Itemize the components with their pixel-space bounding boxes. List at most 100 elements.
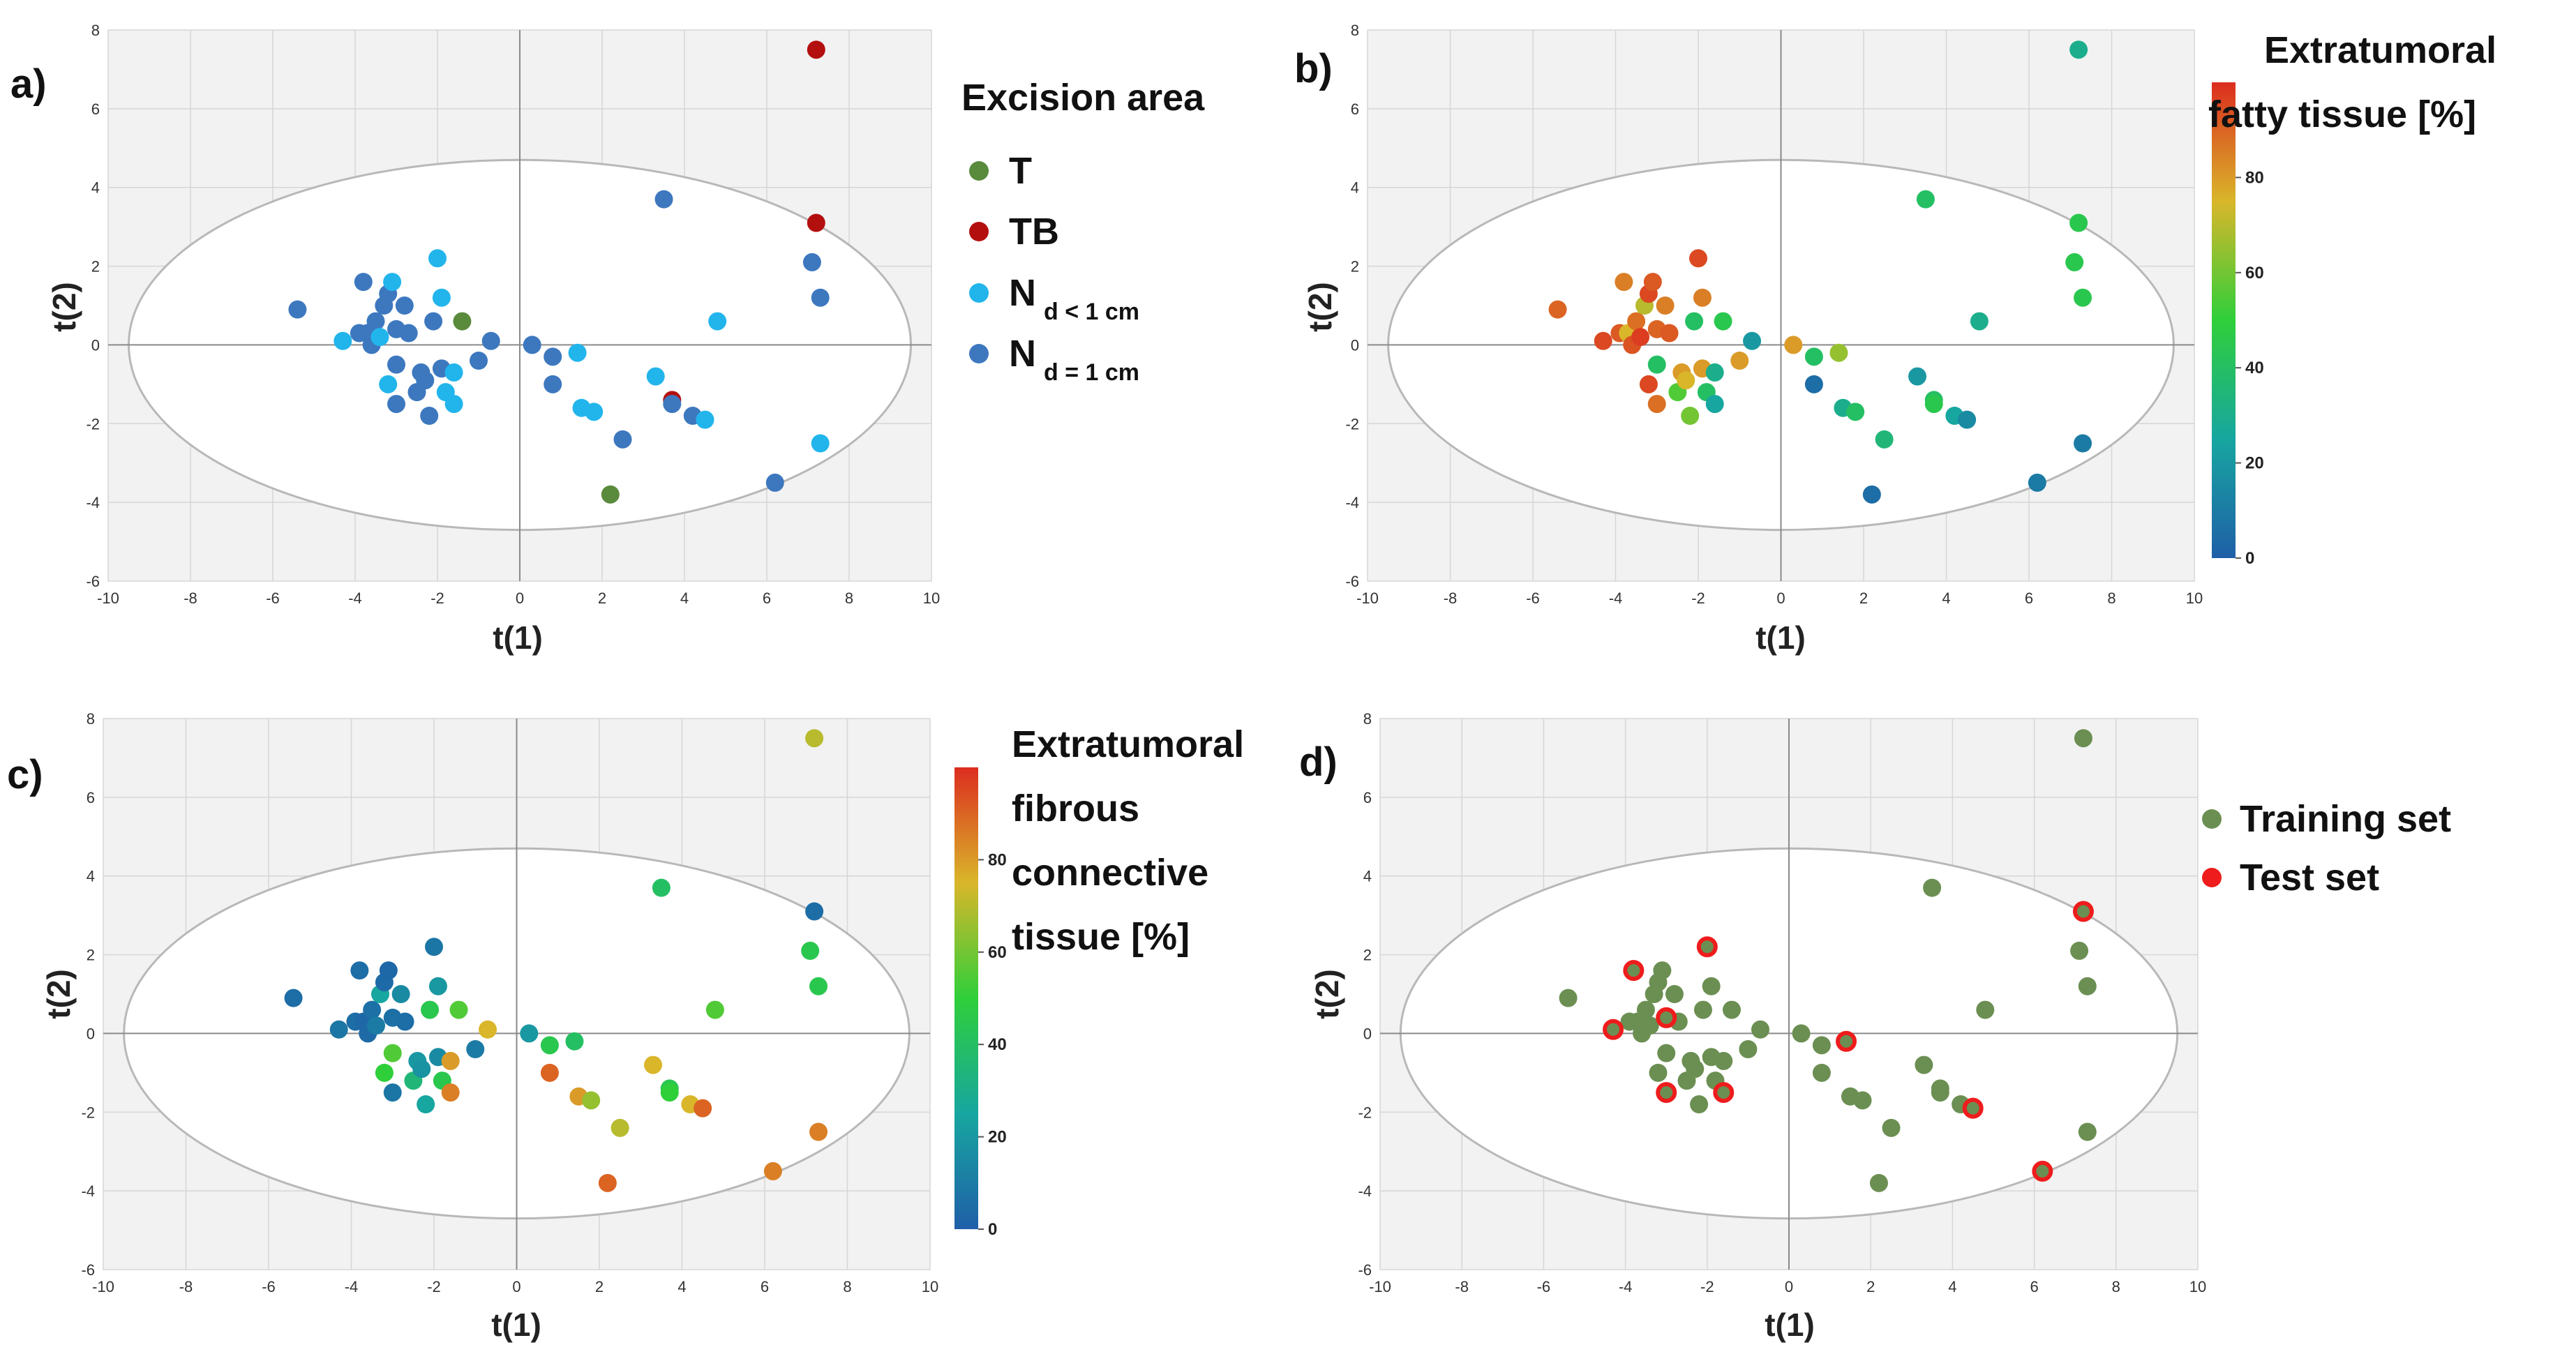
colorbar-tick-label: 60 bbox=[2245, 264, 2264, 283]
data-point bbox=[1627, 312, 1646, 331]
data-point bbox=[1853, 1091, 1872, 1110]
x-tick-label: -2 bbox=[430, 589, 444, 607]
data-point bbox=[383, 1044, 402, 1062]
y-tick-label: 4 bbox=[91, 179, 100, 197]
x-tick-label: -10 bbox=[92, 1278, 114, 1295]
y-tick-label: -2 bbox=[86, 415, 100, 433]
data-point bbox=[1743, 331, 1762, 350]
colorbar-tick-label: 80 bbox=[2245, 168, 2264, 187]
data-point bbox=[1829, 343, 1848, 362]
panel-1: -10 -8 -6 -4 -2 0 2 4 6 8 10 -6 -4 -2 0 2 4 6 8 t(1) t(2) a) E… bbox=[10, 22, 1205, 656]
data-point bbox=[601, 485, 620, 504]
y-tick-label: 8 bbox=[91, 22, 100, 39]
data-point bbox=[2069, 213, 2088, 232]
colorbar bbox=[954, 767, 978, 1229]
x-tick-label: 10 bbox=[2189, 1278, 2206, 1295]
legend-marker bbox=[2202, 809, 2222, 829]
data-point bbox=[1594, 331, 1612, 350]
y-tick-label: -4 bbox=[1358, 1182, 1372, 1200]
data-point bbox=[654, 190, 673, 209]
data-point bbox=[1869, 1173, 1888, 1192]
x-tick-label: -2 bbox=[1700, 1278, 1714, 1295]
y-tick-label: -2 bbox=[1358, 1104, 1372, 1121]
y-tick-label: 6 bbox=[1351, 100, 1359, 118]
data-point bbox=[801, 941, 820, 960]
data-point bbox=[441, 1051, 460, 1070]
data-point bbox=[2072, 901, 2094, 922]
data-point bbox=[544, 375, 562, 393]
data-point bbox=[1915, 1055, 1933, 1074]
data-points bbox=[1559, 729, 2097, 1192]
data-point bbox=[466, 1040, 485, 1058]
data-point bbox=[1693, 1000, 1712, 1019]
x-tick-label: -4 bbox=[345, 1278, 359, 1295]
data-point bbox=[366, 312, 385, 331]
data-point bbox=[582, 1091, 601, 1110]
x-tick-label: 4 bbox=[1942, 589, 1950, 607]
data-point bbox=[2078, 1122, 2097, 1141]
y-tick-label: 2 bbox=[91, 258, 100, 276]
data-point bbox=[1603, 1019, 1624, 1040]
data-point bbox=[370, 328, 389, 347]
data-point bbox=[613, 430, 632, 449]
data-point bbox=[1804, 347, 1823, 366]
y-tick-label: 0 bbox=[87, 1025, 95, 1042]
x-tick-label: 2 bbox=[1866, 1278, 1875, 1295]
data-point bbox=[350, 961, 369, 980]
data-point bbox=[420, 407, 439, 425]
data-point bbox=[2070, 941, 2089, 960]
data-points bbox=[1548, 40, 2092, 504]
x-tick-label: -8 bbox=[184, 589, 197, 607]
y-tick-label: -6 bbox=[1345, 573, 1359, 590]
x-tick-label: -6 bbox=[1526, 589, 1540, 607]
data-point bbox=[1647, 355, 1666, 374]
data-point bbox=[1924, 395, 1943, 414]
panel-2: -10 -8 -6 -4 -2 0 2 4 6 8 10 -6 -4 -2 0 2 4 6 8 t(1) t(2) b) 0… bbox=[1294, 22, 2496, 656]
data-point bbox=[1686, 1060, 1705, 1078]
y-tick-label: 4 bbox=[87, 868, 95, 885]
x-axis-label: t(1) bbox=[1765, 1307, 1815, 1343]
y-tick-label: 6 bbox=[91, 100, 100, 118]
data-point bbox=[379, 375, 398, 393]
legend-marker bbox=[969, 283, 989, 303]
data-point bbox=[1804, 375, 1823, 393]
x-tick-label: 8 bbox=[845, 589, 853, 607]
data-point bbox=[1931, 1083, 1949, 1102]
y-tick-label: -6 bbox=[86, 573, 100, 590]
data-point bbox=[1705, 363, 1724, 382]
data-point bbox=[395, 296, 414, 315]
data-point bbox=[334, 331, 352, 350]
data-point bbox=[2069, 40, 2088, 59]
y-tick-label: 8 bbox=[87, 710, 95, 728]
data-point bbox=[396, 1012, 414, 1031]
data-point bbox=[1623, 960, 1645, 982]
x-tick-label: 10 bbox=[923, 589, 940, 607]
data-point bbox=[379, 961, 398, 980]
data-point bbox=[520, 1024, 539, 1043]
y-tick-label: 6 bbox=[1363, 789, 1372, 806]
x-tick-label: 6 bbox=[761, 1278, 769, 1295]
x-tick-label: 4 bbox=[680, 589, 689, 607]
panel-label: a) bbox=[10, 61, 47, 107]
x-tick-label: -10 bbox=[1369, 1278, 1391, 1295]
data-point bbox=[1739, 1040, 1758, 1058]
panel-label: c) bbox=[7, 752, 43, 797]
data-point bbox=[811, 434, 830, 453]
data-point bbox=[1685, 312, 1704, 331]
legend-marker bbox=[969, 344, 989, 363]
y-tick-label: 2 bbox=[87, 947, 95, 964]
x-tick-label: -8 bbox=[179, 1278, 193, 1295]
data-point bbox=[652, 878, 671, 897]
data-point bbox=[363, 1000, 382, 1019]
x-tick-label: -8 bbox=[1455, 1278, 1469, 1295]
y-axis-label: t(2) bbox=[1309, 969, 1345, 1019]
data-point bbox=[660, 1083, 679, 1102]
data-point bbox=[1559, 989, 1578, 1007]
data-point bbox=[412, 1060, 431, 1078]
y-tick-label: 8 bbox=[1351, 22, 1359, 39]
data-point bbox=[387, 395, 405, 414]
y-tick-label: -4 bbox=[81, 1182, 95, 1200]
y-tick-label: -2 bbox=[81, 1104, 95, 1121]
data-point bbox=[1636, 1000, 1655, 1019]
